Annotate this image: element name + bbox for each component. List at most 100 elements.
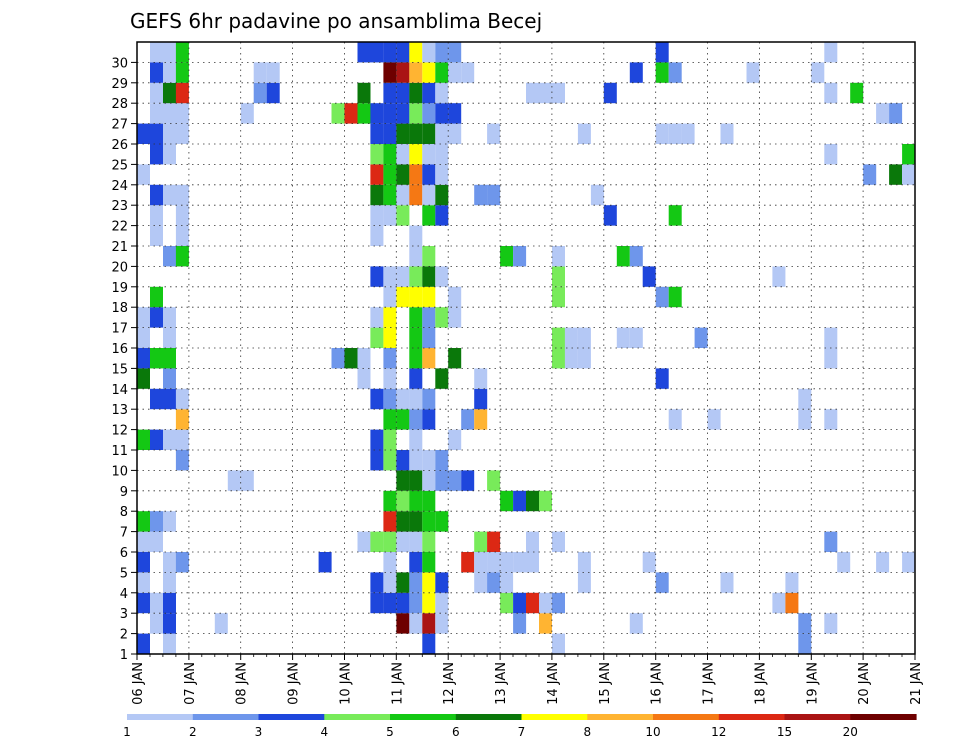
heatmap-cell (539, 490, 552, 512)
heatmap-cell (461, 409, 475, 430)
heatmap-cell (409, 490, 423, 512)
x-tick-label: 08 JAN (235, 662, 250, 705)
heatmap-cell (422, 307, 436, 328)
heatmap-cell (552, 82, 565, 104)
heatmap-cell (396, 409, 410, 430)
y-tick-label: 6 (120, 546, 128, 561)
y-tick-label: 4 (120, 587, 128, 602)
y-tick-label: 28 (111, 97, 128, 112)
heatmap-cell (409, 429, 423, 450)
heatmap-cell (474, 572, 488, 593)
heatmap-cell (655, 42, 669, 63)
heatmap-cell (396, 531, 410, 552)
colorbar-swatch (455, 714, 523, 720)
heatmap-cell (163, 348, 176, 369)
heatmap-cell (461, 470, 475, 491)
heatmap-cell (422, 490, 436, 512)
x-tick-label: 11 JAN (390, 662, 405, 705)
heatmap-cell (150, 144, 163, 165)
heatmap-cell (396, 592, 410, 614)
heatmap-cell (526, 592, 539, 614)
heatmap-cell (370, 450, 384, 471)
heatmap-cell (526, 552, 539, 573)
y-tick-label: 26 (111, 138, 128, 153)
heatmap-cell (150, 62, 163, 83)
heatmap-cell (266, 62, 280, 83)
heatmap-cell (435, 42, 449, 63)
heatmap-cell (552, 327, 565, 348)
y-tick-label: 23 (111, 199, 128, 214)
y-tick-label: 30 (111, 56, 128, 71)
heatmap-cell (876, 552, 890, 573)
heatmap-cell (137, 123, 150, 144)
heatmap-cell (422, 286, 436, 308)
heatmap-cell (642, 552, 656, 573)
heatmap-cell (357, 82, 371, 104)
colorbar-swatch (258, 714, 325, 720)
heatmap-cell (422, 246, 436, 267)
heatmap-cell (150, 184, 163, 206)
y-tick-label: 24 (111, 179, 128, 194)
heatmap-cell (474, 552, 488, 573)
heatmap-cell (409, 225, 423, 246)
heatmap-cell (150, 82, 163, 104)
heatmap-cell (435, 368, 449, 389)
heatmap-cell (383, 552, 397, 573)
colorbar-label: 6 (452, 725, 460, 739)
heatmap-cell (370, 572, 384, 593)
heatmap-cell (396, 103, 410, 124)
heatmap-cell (396, 205, 410, 226)
heatmap-cell (422, 103, 436, 124)
heatmap-cell (163, 62, 176, 83)
heatmap-cell (577, 572, 591, 593)
heatmap-cell (383, 184, 397, 206)
heatmap-cell (370, 388, 384, 410)
heatmap-cell (383, 286, 397, 308)
heatmap-cell (396, 62, 410, 83)
heatmap-cell (422, 531, 436, 552)
colorbar-label: 5 (386, 725, 394, 739)
heatmap-cell (422, 82, 436, 104)
y-tick-label: 21 (111, 240, 128, 255)
heatmap-cell (668, 205, 682, 226)
heatmap-cell (461, 62, 475, 83)
heatmap-cell (422, 184, 436, 206)
heatmap-cell (137, 307, 150, 328)
y-tick-label: 8 (120, 505, 128, 520)
heatmap-cell (175, 450, 189, 471)
heatmap-cell (616, 246, 630, 267)
heatmap-cell (642, 266, 656, 287)
heatmap-cell (357, 103, 371, 124)
heatmap-cell (175, 246, 189, 267)
colorbar-label: 4 (320, 725, 328, 739)
y-tick-label: 17 (111, 322, 128, 337)
y-tick-label: 27 (111, 118, 128, 133)
y-tick-label: 29 (111, 77, 128, 92)
heatmap-cell (837, 552, 851, 573)
heatmap-cell (150, 348, 163, 369)
heatmap-cell (344, 348, 358, 369)
heatmap-cell (150, 286, 163, 308)
heatmap-cell (150, 307, 163, 328)
y-axis: 1234567891011121314151617181920212223242… (111, 56, 137, 663)
heatmap-cell (707, 409, 721, 430)
heatmap-cell (564, 348, 578, 369)
heatmap-cell (422, 450, 436, 471)
heatmap-cell (552, 246, 565, 267)
heatmap-cell (137, 327, 150, 348)
heatmap-cell (331, 103, 345, 124)
heatmap-cell (150, 123, 163, 144)
heatmap-cell (655, 123, 669, 144)
heatmap-cell (383, 348, 397, 369)
y-tick-label: 16 (111, 342, 128, 357)
heatmap-cell (513, 592, 527, 614)
colorbar-swatch (653, 714, 720, 720)
x-tick-label: 18 JAN (753, 662, 768, 705)
colorbar-label: 15 (777, 725, 792, 739)
x-tick-label: 12 JAN (442, 662, 457, 705)
heatmap-cell (396, 42, 410, 63)
x-tick-label: 21 JAN (909, 662, 924, 705)
heatmap-cell (396, 164, 410, 185)
heatmap-cell (150, 103, 163, 124)
heatmap-cell (163, 633, 176, 654)
